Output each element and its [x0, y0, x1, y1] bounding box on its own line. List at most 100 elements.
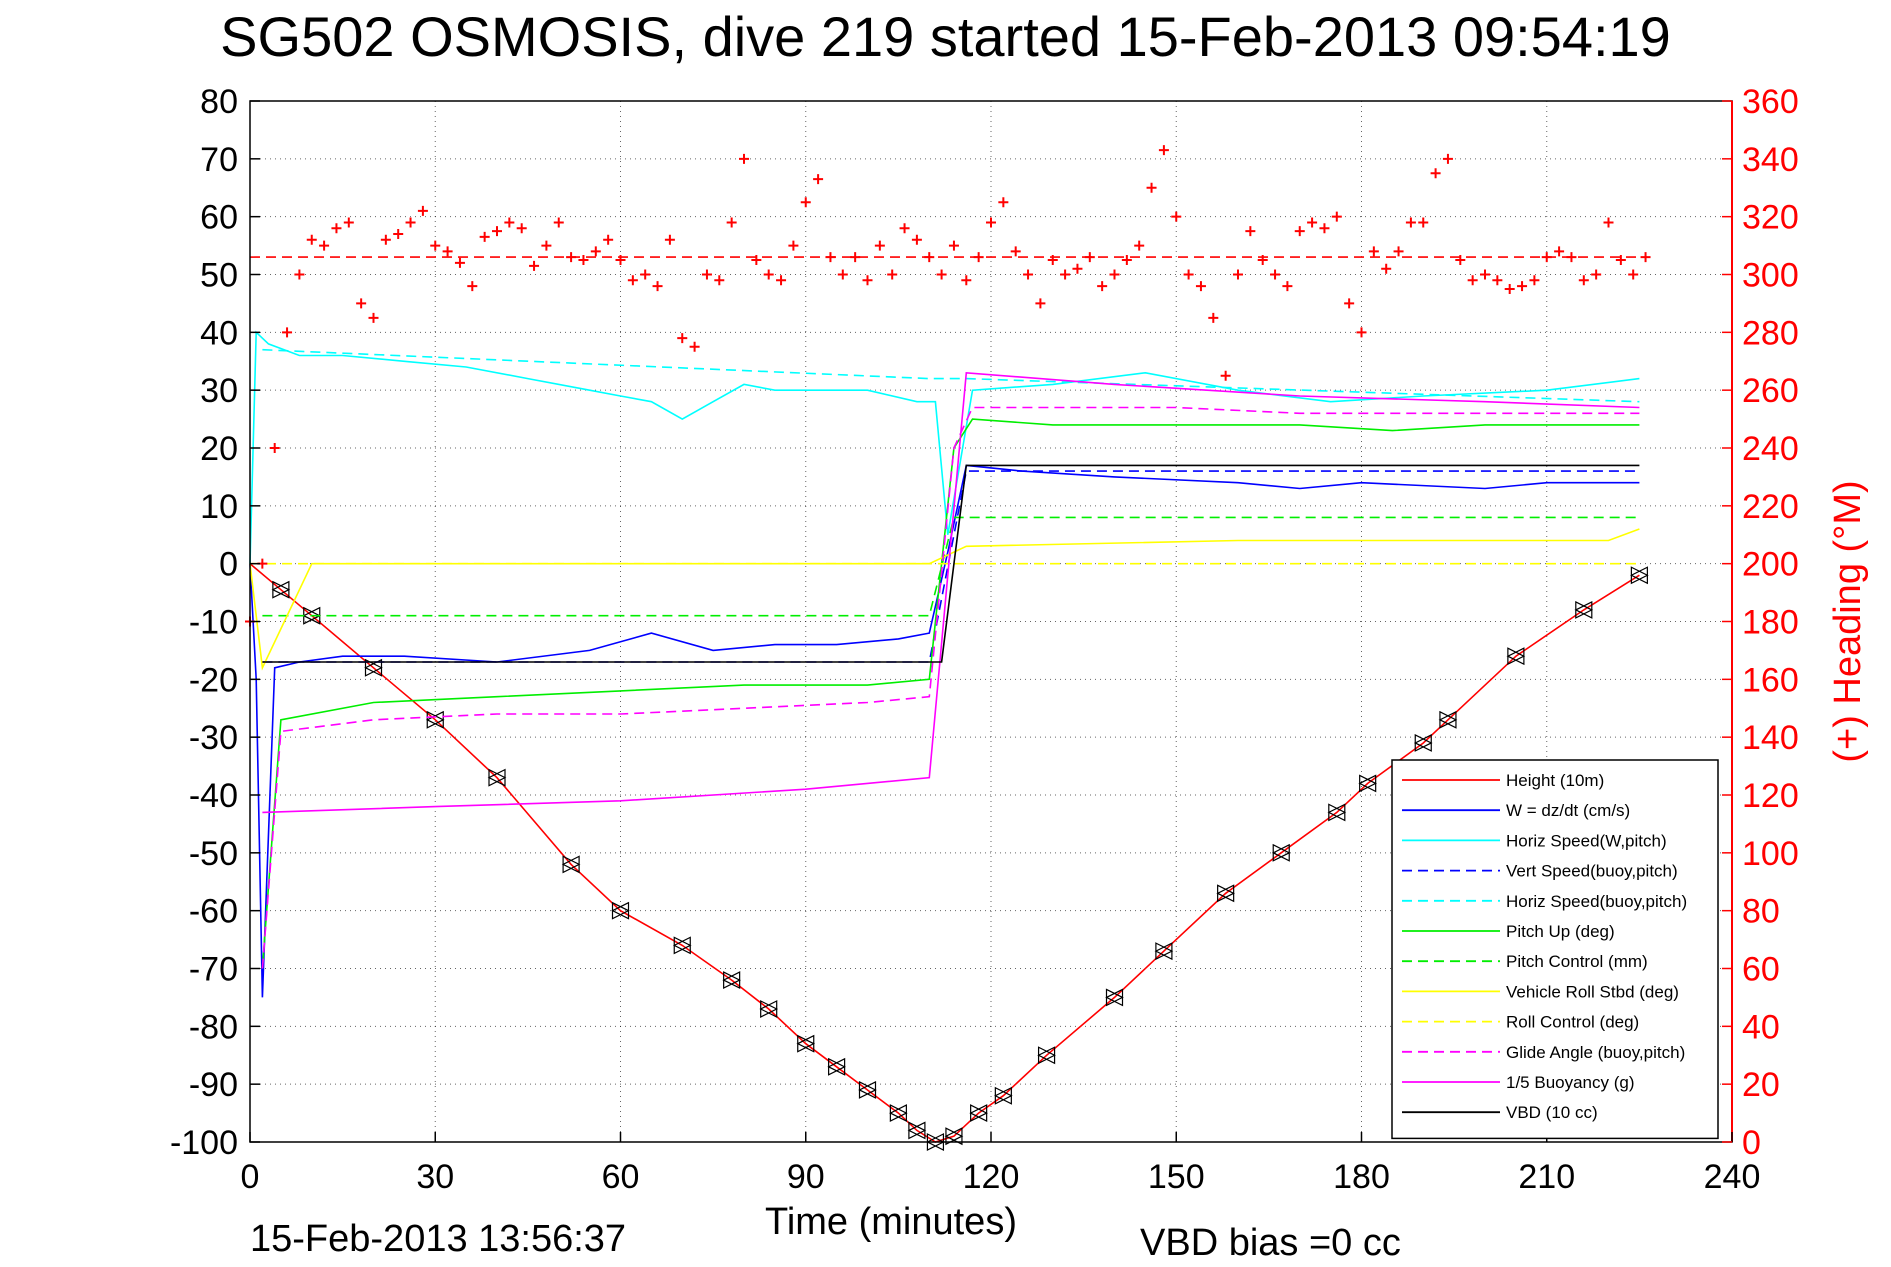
heading-point — [454, 257, 465, 268]
depth-marker — [1271, 843, 1291, 862]
y2-tick-label: 20 — [1742, 1066, 1780, 1104]
depth-marker — [1574, 600, 1594, 619]
heading-point — [837, 269, 848, 280]
y-tick-label: 40 — [200, 314, 238, 352]
heading-point — [1541, 252, 1552, 263]
heading-point — [442, 246, 453, 257]
heading-point — [1356, 327, 1367, 338]
depth-marker — [759, 1000, 779, 1018]
heading-point — [1158, 145, 1169, 156]
heading-point — [1319, 223, 1330, 234]
depth-marker — [672, 936, 692, 955]
y2-tick-label: 240 — [1742, 430, 1799, 468]
depth-marker — [1037, 1046, 1056, 1065]
heading-point — [1344, 298, 1355, 309]
heading-point — [1554, 246, 1565, 257]
heading-point — [887, 269, 898, 280]
heading-point — [973, 252, 984, 263]
legend-label: VBD (10 cc) — [1506, 1103, 1598, 1122]
heading-point — [1010, 246, 1021, 257]
heading-point — [479, 231, 490, 242]
y2-tick-label: 140 — [1742, 719, 1799, 757]
heading-point — [516, 223, 527, 234]
heading-point — [850, 252, 861, 263]
y2-tick-label: 300 — [1742, 257, 1799, 295]
heading-point — [751, 255, 762, 266]
series-line-10 — [262, 371, 1640, 814]
heading-point — [1183, 269, 1194, 280]
heading-point — [1591, 269, 1602, 280]
y2-tick-label: 280 — [1742, 314, 1799, 352]
depth-marker — [827, 1057, 846, 1076]
depth-marker — [722, 971, 741, 990]
heading-point — [652, 281, 663, 292]
heading-point — [578, 255, 589, 266]
depth-marker — [858, 1080, 877, 1099]
heading-point — [1603, 217, 1614, 228]
y2-tick-label: 320 — [1742, 199, 1799, 237]
heading-point — [1480, 269, 1490, 280]
heading-point — [405, 217, 416, 228]
x-tick-label: 120 — [963, 1158, 1020, 1196]
y-tick-label: -50 — [189, 835, 238, 873]
series-line-2 — [249, 330, 1640, 564]
depth-marker — [1154, 942, 1174, 961]
depth-marker — [1438, 710, 1458, 729]
heading-point — [590, 246, 601, 257]
depth-marker — [1327, 803, 1347, 822]
heading-point — [776, 275, 787, 286]
y-tick-label: -20 — [189, 661, 238, 699]
heading-point — [603, 234, 614, 245]
heading-point — [1270, 269, 1281, 280]
heading-point — [1331, 211, 1342, 222]
depth-marker — [944, 1127, 964, 1146]
legend-box — [1391, 759, 1719, 1140]
depth-marker — [889, 1104, 908, 1123]
heading-point — [1504, 283, 1515, 294]
heading-point — [948, 240, 959, 251]
heading-point — [788, 240, 799, 251]
y-tick-label: 30 — [200, 372, 238, 410]
y2-tick-label: 360 — [1742, 83, 1799, 121]
legend-label: 1/5 Buoyancy (g) — [1506, 1073, 1635, 1092]
legend-label: Horiz Speed(W,pitch) — [1506, 831, 1667, 850]
y2-tick-label: 180 — [1742, 604, 1799, 642]
heading-point — [1035, 298, 1046, 309]
y2-tick-label: 40 — [1742, 1008, 1780, 1046]
y-tick-label: -60 — [189, 893, 238, 931]
depth-marker — [1216, 884, 1235, 903]
heading-point — [1615, 255, 1626, 266]
heading-point — [282, 327, 293, 338]
y2-tick-label: 0 — [1742, 1124, 1761, 1162]
footer-vbd-bias: VBD bias =0 cc — [1140, 1222, 1401, 1264]
heading-point — [1060, 269, 1071, 280]
depth-marker — [1413, 733, 1433, 752]
heading-point — [1455, 255, 1466, 266]
heading-point — [1640, 252, 1651, 263]
heading-point — [689, 341, 700, 352]
y2-tick-label: 120 — [1742, 777, 1799, 815]
heading-point — [825, 252, 836, 263]
heading-point — [319, 240, 330, 251]
heading-point — [961, 275, 972, 286]
y-tick-label: -90 — [189, 1066, 238, 1104]
y-tick-label: -100 — [170, 1124, 238, 1162]
y-tick-label: 10 — [200, 488, 238, 526]
x-tick-label: 30 — [416, 1158, 454, 1196]
heading-point — [1072, 263, 1083, 274]
heading-point — [368, 312, 379, 323]
y-tick-label: 60 — [200, 199, 238, 237]
heading-point — [1578, 275, 1589, 286]
heading-point — [899, 223, 910, 234]
heading-point — [294, 269, 305, 280]
heading-point — [529, 260, 540, 271]
heading-point — [1171, 211, 1182, 222]
depth-marker — [425, 710, 445, 729]
y-tick-label: 0 — [219, 546, 238, 584]
heading-point — [1023, 269, 1034, 280]
depth-marker — [994, 1086, 1013, 1105]
heading-point — [800, 197, 811, 208]
y-tick-label: 80 — [200, 83, 238, 121]
heading-point — [1109, 269, 1120, 280]
heading-point — [1245, 226, 1256, 237]
